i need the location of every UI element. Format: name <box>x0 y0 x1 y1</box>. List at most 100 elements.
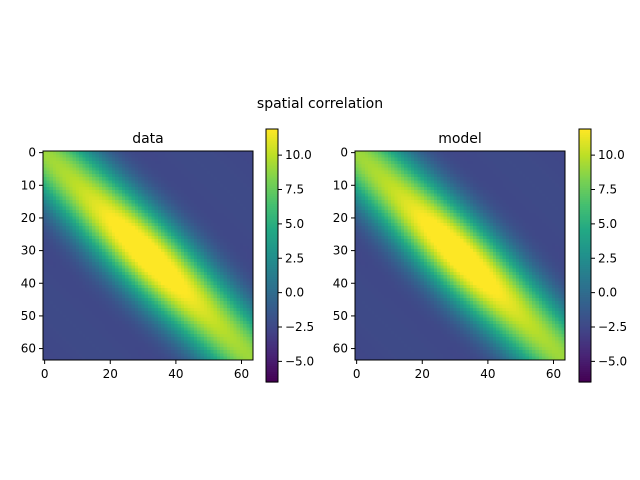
colorbar-swatch <box>579 176 591 180</box>
colorbar-swatch <box>266 342 278 346</box>
y-tick-label: 40 <box>333 276 348 290</box>
colorbar-swatch <box>579 380 591 383</box>
colorbar-swatch <box>579 158 591 162</box>
colorbar-swatch <box>266 295 278 298</box>
colorbar-swatch <box>579 332 591 336</box>
colorbar-swatch <box>266 267 278 270</box>
y-tick-label: 40 <box>21 276 36 290</box>
colorbar-swatch <box>266 372 278 375</box>
colorbar-swatch <box>266 239 278 243</box>
colorbar-swatch <box>266 257 278 261</box>
heatmap-panel-model: model 0 20 40 60 0 10 20 30 40 50 60 10.0 7.5 5.0 2.5 0.… <box>333 128 627 383</box>
colorbar-swatch <box>266 324 278 328</box>
colorbar-swatch <box>266 279 278 282</box>
colorbar-swatch <box>579 140 591 144</box>
colorbar-swatch <box>266 172 278 176</box>
colorbar-swatch <box>266 213 278 217</box>
colorbar-swatch <box>579 152 591 156</box>
y-tick-label: 50 <box>333 309 348 323</box>
colorbar-swatch <box>266 328 278 332</box>
colorbar-swatch <box>266 350 278 353</box>
colorbar-swatch <box>266 198 278 201</box>
colorbar-swatch <box>579 316 591 320</box>
colorbar-swatch <box>579 302 591 306</box>
colorbar-swatch <box>266 243 278 247</box>
colorbar-swatch <box>266 356 278 359</box>
colorbar-swatch <box>266 184 278 187</box>
colorbar-swatch <box>266 366 278 369</box>
colorbar-swatch <box>266 194 278 197</box>
colorbar-swatch <box>266 196 278 199</box>
colorbar-swatch <box>266 241 278 245</box>
colorbar-swatch <box>579 148 591 152</box>
x-tick-label: 0 <box>41 367 49 381</box>
colorbar-swatch <box>579 243 591 247</box>
colorbar-swatch <box>579 257 591 261</box>
colorbar-swatch <box>579 314 591 318</box>
colorbar-swatch <box>579 186 591 189</box>
colorbar-swatch <box>579 271 591 274</box>
panel-title: model <box>438 131 482 147</box>
colorbar-swatch <box>579 304 591 308</box>
colorbar-swatch <box>579 344 591 348</box>
colorbar-swatch <box>266 206 278 209</box>
colorbar-swatch <box>579 235 591 239</box>
colorbar-swatch <box>266 285 278 288</box>
colorbar-swatch <box>579 255 591 259</box>
colorbar-swatch <box>266 251 278 255</box>
panel-title: data <box>132 131 164 147</box>
x-tick-label: 60 <box>546 367 561 381</box>
colorbar-swatch <box>579 267 591 270</box>
colorbar-swatch <box>266 210 278 213</box>
colorbar-swatch <box>266 298 278 302</box>
y-tick-label: 20 <box>21 211 36 225</box>
colorbar-swatch <box>579 300 591 304</box>
colorbar-swatch <box>579 134 591 138</box>
colorbar-swatch <box>579 184 591 187</box>
colorbar-swatch <box>266 302 278 306</box>
colorbar-swatch <box>266 263 278 266</box>
colorbar-tick-label: −2.5 <box>598 320 627 334</box>
colorbar-swatch <box>266 322 278 326</box>
colorbar-swatch <box>579 160 591 164</box>
colorbar-swatch <box>579 245 591 249</box>
colorbar-swatch <box>266 326 278 330</box>
y-tick-label: 60 <box>333 342 348 356</box>
colorbar-swatch <box>266 304 278 308</box>
colorbar-swatch <box>266 160 278 164</box>
colorbar-swatch <box>266 318 278 322</box>
colorbar-swatch <box>579 192 591 195</box>
colorbar-tick-label: 5.0 <box>598 217 617 231</box>
colorbar-frame <box>578 128 592 383</box>
x-tick-label: 40 <box>168 367 183 381</box>
colorbar-swatch <box>266 150 278 154</box>
colorbar-swatch <box>266 271 278 274</box>
colorbar-swatch <box>579 334 591 338</box>
colorbar-swatch <box>579 251 591 255</box>
colorbar-swatch <box>579 237 591 241</box>
colorbar-swatch <box>579 227 591 231</box>
colorbar-swatch <box>266 154 278 158</box>
colorbar-swatch <box>266 287 278 290</box>
colorbar-swatch <box>266 158 278 162</box>
colorbar-swatch <box>579 202 591 205</box>
colorbar-swatch <box>579 273 591 276</box>
axes-frame <box>42 150 254 361</box>
colorbar-swatch <box>579 285 591 288</box>
colorbar-swatch <box>266 354 278 357</box>
colorbar-swatch <box>266 310 278 314</box>
colorbar-swatch <box>266 136 278 140</box>
colorbar-swatch <box>266 306 278 310</box>
colorbar-swatch <box>266 219 278 223</box>
colorbar-swatch <box>579 326 591 330</box>
colorbar-swatch <box>266 233 278 237</box>
colorbar-swatch <box>266 223 278 227</box>
colorbar-swatch <box>579 194 591 197</box>
colorbar-swatch <box>579 368 591 371</box>
colorbar-swatch <box>266 148 278 152</box>
colorbar-swatch <box>579 293 591 296</box>
colorbar-swatch <box>579 215 591 219</box>
colorbar-swatch <box>579 298 591 302</box>
colorbar-swatch <box>266 334 278 338</box>
